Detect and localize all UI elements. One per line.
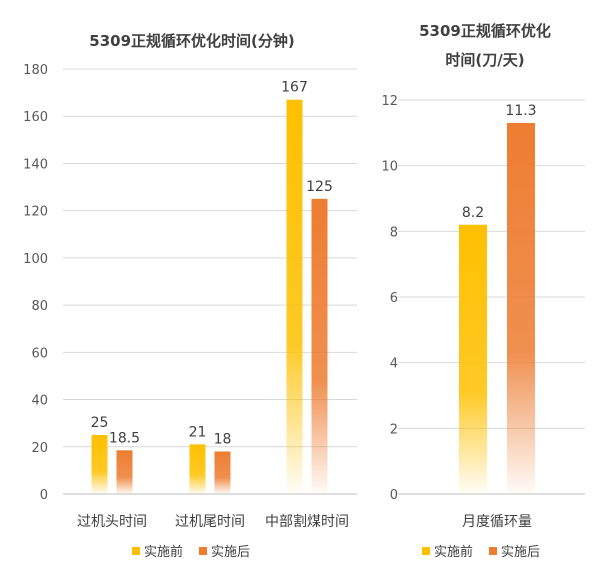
data-label: 18 (214, 432, 232, 448)
data-label: 21 (189, 424, 207, 440)
y-tick-label: 60 (31, 346, 48, 361)
chart2-legend: 实施前 实施后 (422, 544, 540, 560)
y-tick-label: 100 (23, 252, 48, 267)
chart1-y-axis: 0 20 40 60 80 100 120 140 160 180 (23, 63, 48, 503)
legend-swatch-before (422, 547, 430, 555)
legend-swatch-before (132, 547, 140, 555)
y-tick-label: 120 (23, 205, 48, 220)
chart2-bars (459, 122, 535, 494)
data-label: 8.2 (462, 205, 484, 221)
legend-label-after: 实施后 (211, 545, 250, 560)
chart1-category-label: 过机尾时间 (175, 514, 245, 530)
chart1-category-label: 过机头时间 (77, 514, 147, 530)
chart2-y-axis: 0 2 4 6 8 10 12 (381, 94, 398, 503)
y-tick-label: 20 (31, 441, 48, 456)
bar-before (91, 434, 108, 494)
legend-swatch-after (199, 547, 207, 555)
legend-label-before: 实施前 (144, 544, 183, 560)
legend-label-after: 实施后 (501, 545, 540, 560)
bar-after (507, 122, 535, 494)
chart1-title: 5309正规循环优化时间(分钟) (89, 32, 294, 50)
data-label: 11.3 (505, 103, 536, 119)
y-tick-label: 2 (390, 422, 398, 437)
chart1-data-labels: 25 21 167 18.5 18 125 (91, 80, 333, 448)
legend-swatch-after (489, 547, 497, 555)
chart1-grid (63, 68, 357, 495)
chart1-bars (91, 99, 328, 494)
y-tick-label: 4 (390, 357, 398, 372)
data-label: 167 (281, 80, 308, 96)
chart1-category-label: 中部割煤时间 (265, 513, 349, 530)
bar-after (311, 198, 328, 494)
bar-after (116, 450, 133, 494)
y-tick-label: 6 (390, 291, 398, 306)
y-tick-label: 8 (390, 225, 398, 240)
legend-label-before: 实施前 (434, 544, 473, 560)
chart2-category-label: 月度循环量 (462, 514, 532, 530)
chart2-grid (398, 99, 585, 495)
bar-after (214, 451, 231, 494)
data-label: 125 (306, 179, 333, 195)
data-label: 25 (91, 415, 109, 431)
chart1-legend: 实施前 实施后 (132, 544, 250, 560)
y-tick-label: 140 (23, 157, 48, 172)
y-tick-label: 160 (23, 110, 48, 125)
data-label: 18.5 (109, 430, 140, 446)
y-tick-label: 12 (381, 94, 398, 109)
chart2-data-labels: 8.2 11.3 (462, 103, 537, 221)
y-tick-label: 0 (390, 488, 398, 503)
bar-before (189, 444, 206, 494)
y-tick-label: 40 (31, 394, 48, 409)
bar-before (459, 224, 487, 494)
chart2-title-line2: 时间(刀/天) (445, 51, 524, 69)
y-tick-label: 80 (31, 299, 48, 314)
y-tick-label: 10 (381, 160, 398, 175)
y-tick-label: 180 (23, 63, 48, 78)
chart2-title-line1: 5309正规循环优化 (419, 22, 551, 40)
y-tick-label: 0 (40, 488, 48, 503)
bar-before (286, 99, 303, 494)
